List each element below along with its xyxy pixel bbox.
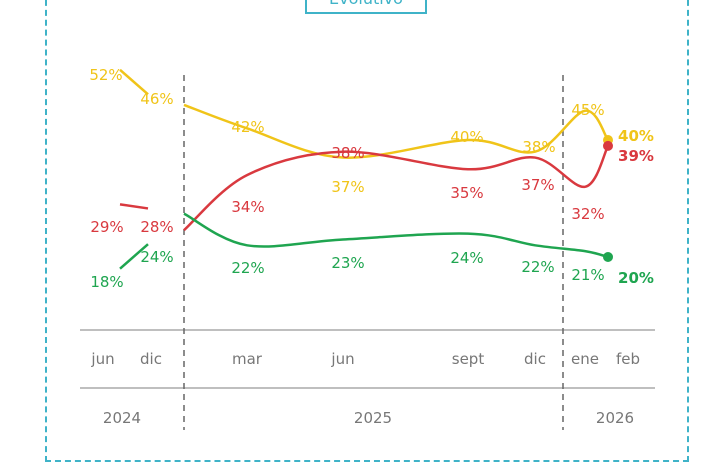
yellow-data-label: 38% bbox=[522, 138, 555, 156]
x-tick-label: ene bbox=[571, 350, 599, 368]
x-tick-label: jun bbox=[330, 350, 354, 368]
red-data-label: 38% bbox=[331, 144, 364, 162]
year-label: 2026 bbox=[596, 409, 634, 427]
green-series-line bbox=[183, 212, 609, 259]
red-data-label: 34% bbox=[231, 198, 264, 216]
chart-title: Evolutivo bbox=[305, 0, 427, 14]
green-end-point bbox=[603, 252, 613, 262]
yellow-data-label: 45% bbox=[571, 101, 604, 119]
green-data-label: 20% bbox=[618, 269, 654, 287]
yellow-data-label: 40% bbox=[450, 128, 483, 146]
x-tick-label: feb bbox=[616, 350, 640, 368]
red-data-label: 29% bbox=[90, 218, 123, 236]
year-label: 2025 bbox=[354, 409, 392, 427]
x-tick-label: dic bbox=[524, 350, 546, 368]
yellow-data-label: 52% bbox=[89, 66, 122, 84]
green-data-label: 23% bbox=[331, 254, 364, 272]
yellow-data-label: 40% bbox=[618, 127, 654, 145]
yellow-data-label: 46% bbox=[140, 90, 173, 108]
red-end-point bbox=[603, 140, 613, 151]
yellow-data-label: 37% bbox=[331, 178, 364, 196]
red-series-segment-2024 bbox=[119, 203, 149, 210]
year-label: 2024 bbox=[103, 409, 141, 427]
red-data-label: 32% bbox=[571, 205, 604, 223]
x-tick-label: sept bbox=[452, 350, 485, 368]
red-data-label: 35% bbox=[450, 184, 483, 202]
green-data-label: 21% bbox=[571, 266, 604, 284]
green-data-label: 24% bbox=[140, 248, 173, 266]
green-data-label: 22% bbox=[521, 258, 554, 276]
yellow-data-label: 42% bbox=[231, 118, 264, 136]
yellow-series-segment-2024 bbox=[119, 68, 149, 96]
red-data-label: 37% bbox=[521, 176, 554, 194]
green-data-label: 24% bbox=[450, 249, 483, 267]
x-tick-label: mar bbox=[232, 350, 263, 368]
x-tick-label: jun bbox=[90, 350, 114, 368]
green-series-segment-2024 bbox=[119, 243, 149, 270]
green-data-label: 18% bbox=[90, 273, 123, 291]
green-data-label: 22% bbox=[231, 259, 264, 277]
red-data-label: 39% bbox=[618, 147, 654, 165]
red-data-label: 28% bbox=[140, 218, 173, 236]
x-tick-label: dic bbox=[140, 350, 162, 368]
yellow-series-line bbox=[183, 103, 610, 159]
red-series-line bbox=[183, 145, 610, 232]
chart-frame bbox=[45, 0, 689, 462]
